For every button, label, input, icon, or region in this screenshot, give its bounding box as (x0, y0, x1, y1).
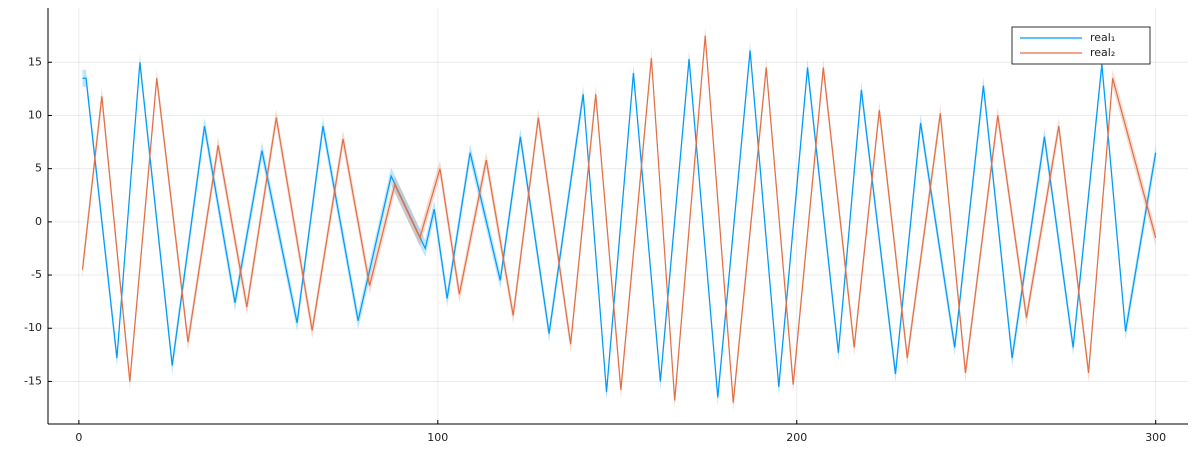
line (81, 35, 1157, 403)
ribbon (82, 27, 1156, 412)
y-tick-label: 5 (35, 162, 42, 175)
y-tick-label: -15 (24, 374, 42, 387)
x-tick-label: 100 (427, 431, 448, 444)
legend-box (1011, 26, 1151, 65)
y-tick-label: -10 (24, 321, 42, 334)
y-tick-label: 15 (28, 55, 42, 68)
y-tick-label: -5 (31, 268, 42, 281)
x-tick-label: 200 (786, 431, 807, 444)
ribbon (82, 42, 1156, 406)
x-tick-label: 0 (75, 431, 82, 444)
x-tick-label: 300 (1145, 431, 1166, 444)
legend-label: real₁ (1090, 31, 1115, 44)
line (82, 50, 1157, 398)
y-tick-label: 10 (28, 108, 42, 121)
y-tick-label: 0 (35, 215, 42, 228)
legend-label: real₂ (1090, 46, 1115, 59)
